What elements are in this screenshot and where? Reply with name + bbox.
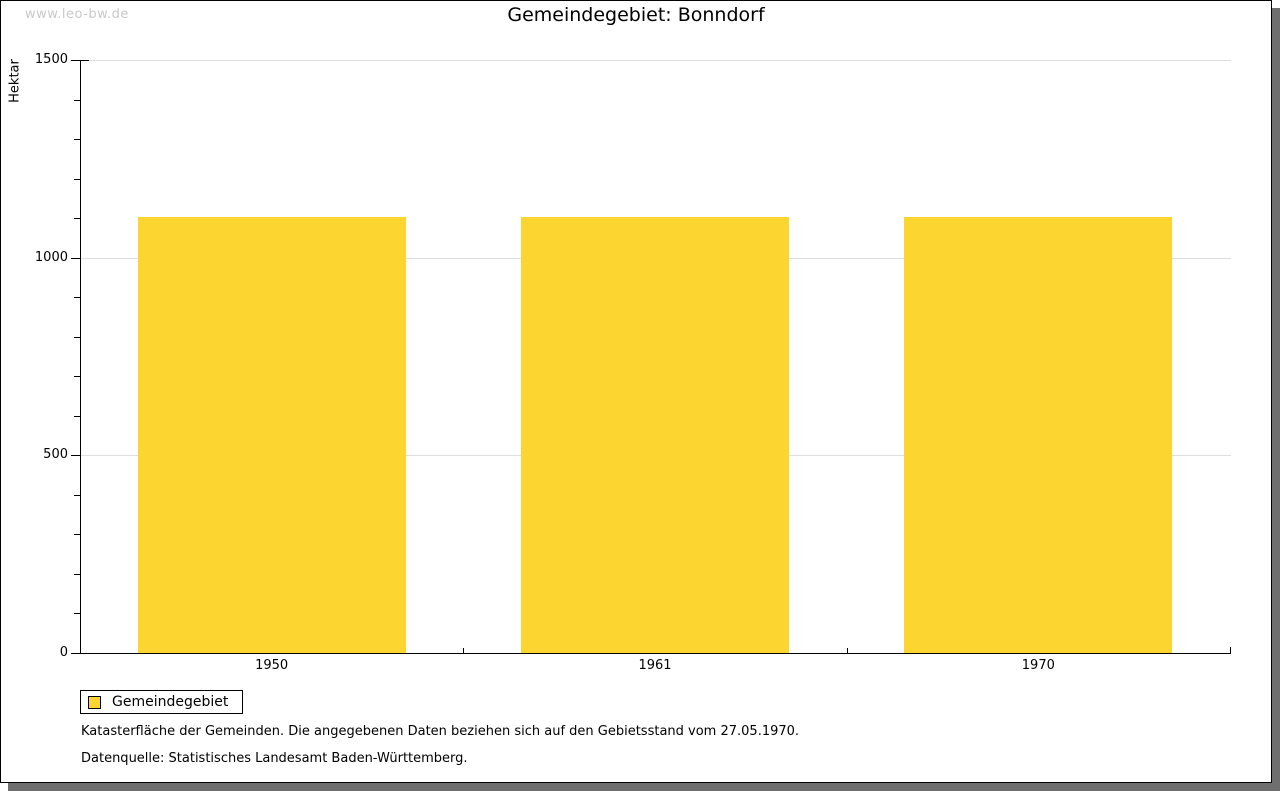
y-major-tick bbox=[71, 60, 80, 61]
legend-label: Gemeindegebiet bbox=[112, 694, 229, 710]
y-minor-tick bbox=[74, 139, 80, 141]
y-gridline bbox=[80, 60, 1231, 61]
footnote-data-source: Datenquelle: Statistisches Landesamt Bad… bbox=[81, 751, 468, 766]
x-tick-label: 1961 bbox=[638, 658, 672, 673]
y-minor-tick bbox=[74, 415, 80, 417]
x-tick-label: 1970 bbox=[1021, 658, 1055, 673]
y-major-tick bbox=[71, 257, 80, 259]
x-tick-label: 1950 bbox=[255, 658, 289, 673]
y-major-tick bbox=[71, 455, 80, 457]
y-major-tick bbox=[71, 653, 80, 654]
y-minor-tick bbox=[74, 613, 80, 615]
y-axis-top-cap bbox=[80, 60, 89, 61]
group-separator-tick bbox=[846, 648, 848, 653]
bar-1970 bbox=[904, 217, 1173, 653]
y-tick-label: 500 bbox=[43, 447, 68, 463]
group-separator-tick bbox=[463, 648, 465, 653]
y-axis-line bbox=[80, 60, 81, 654]
x-axis-end-cap bbox=[1230, 647, 1231, 654]
y-minor-tick bbox=[74, 218, 80, 220]
legend: Gemeindegebiet bbox=[80, 690, 244, 714]
y-minor-tick bbox=[74, 99, 80, 101]
y-minor-tick bbox=[74, 376, 80, 378]
legend-swatch-gemeindegebiet bbox=[88, 695, 101, 709]
y-tick-label: 0 bbox=[59, 645, 68, 660]
y-minor-tick bbox=[74, 178, 80, 180]
chart-title: Gemeindegebiet: Bonndorf bbox=[507, 4, 765, 26]
watermark: www.leo-bw.de bbox=[25, 7, 129, 22]
footnote-source-note: Katasterfläche der Gemeinden. Die angege… bbox=[81, 724, 800, 739]
bar-1950 bbox=[137, 217, 406, 653]
y-minor-tick bbox=[74, 534, 80, 536]
y-minor-tick bbox=[74, 297, 80, 299]
x-axis-line bbox=[80, 653, 1231, 654]
y-minor-tick bbox=[74, 494, 80, 496]
y-minor-tick bbox=[74, 573, 80, 575]
y-minor-tick bbox=[74, 336, 80, 338]
y-tick-label: 1500 bbox=[34, 52, 68, 67]
y-tick-label: 1000 bbox=[34, 249, 68, 265]
bar-1961 bbox=[521, 217, 789, 653]
plot-area: 0 500 1000 1500 1950 1961 1970 bbox=[1, 1, 1271, 782]
